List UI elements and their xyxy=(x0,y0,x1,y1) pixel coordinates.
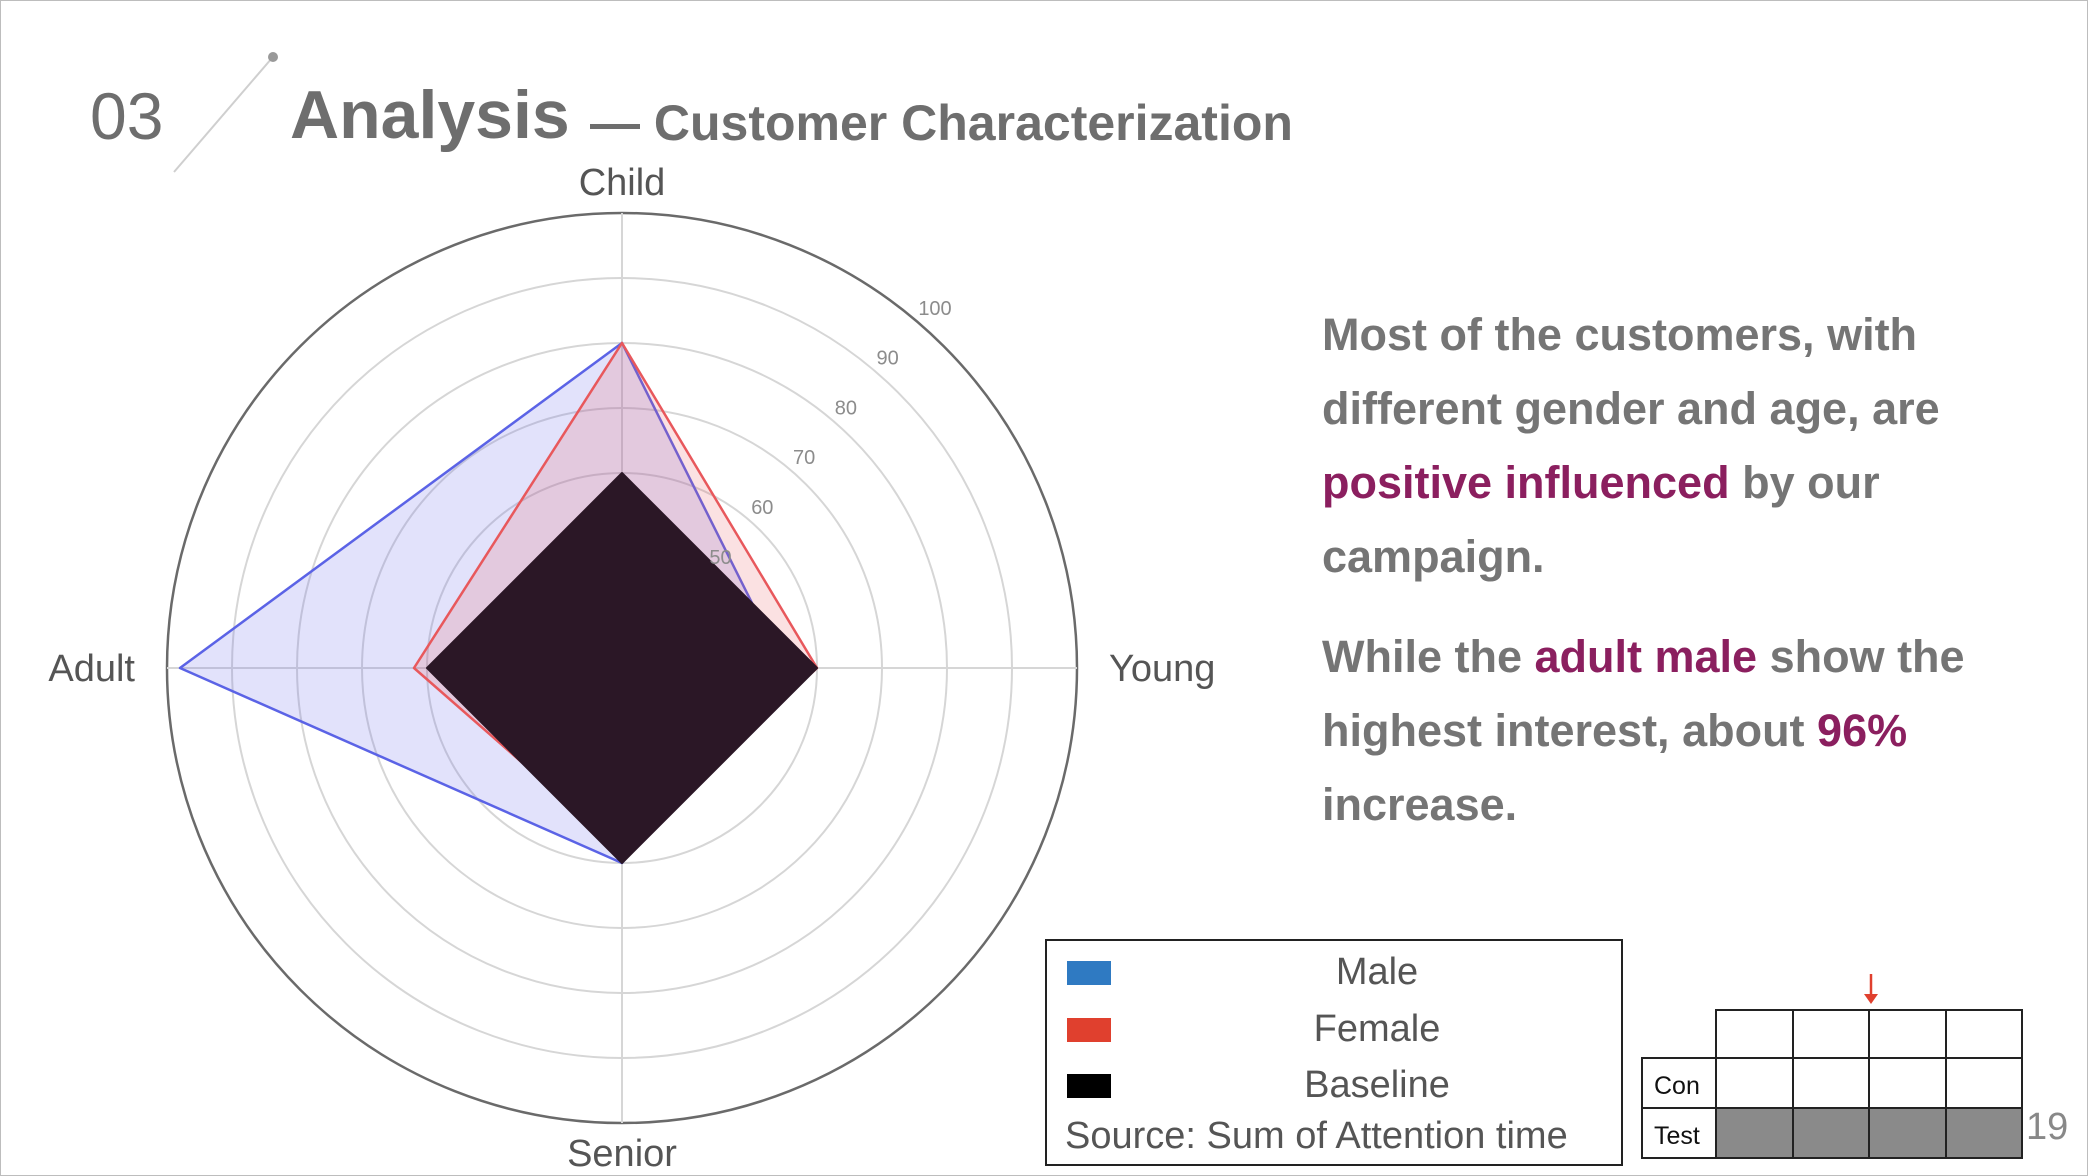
callout-text-1b: by our campaign. xyxy=(1322,457,1880,582)
legend-swatch-male xyxy=(1067,961,1111,985)
callout-paragraph-2: While the adult male show the highest in… xyxy=(1322,620,2042,842)
r-tick-label: 50 xyxy=(709,547,731,569)
callout-text: Most of the customers, with different ge… xyxy=(1322,298,2042,842)
page-number: 19 xyxy=(2026,1106,2069,1148)
callout-text-2c: increase. xyxy=(1322,779,1518,830)
radar-chart: 50 60 70 80 90 100 Child Young Senior Adult xyxy=(48,162,1215,1175)
page-subtitle: — Customer Characterization xyxy=(590,95,1293,151)
slash-decoration xyxy=(173,52,278,173)
r-tick-label: 60 xyxy=(751,497,773,519)
axis-label-young: Young xyxy=(1109,648,1215,690)
legend-item-baseline: Baseline xyxy=(1047,1060,1621,1110)
callout-text-2b: show the highest interest, about xyxy=(1322,631,1965,756)
callout-paragraph-1: Most of the customers, with different ge… xyxy=(1322,298,2042,594)
mini-row-test: Test xyxy=(1654,1122,1700,1150)
legend-label-male: Male xyxy=(1335,951,1419,993)
legend-label-female: Female xyxy=(1313,1008,1441,1050)
legend-source: Source: Sum of Attention time xyxy=(1065,1115,1568,1157)
r-tick-label: 90 xyxy=(877,348,899,370)
axis-label-child: Child xyxy=(579,162,666,204)
mini-row-con: Con xyxy=(1654,1072,1700,1100)
callout-text-1a: Most of the customers, with different ge… xyxy=(1322,309,1940,434)
radar-r-ticks: 50 60 70 80 90 100 xyxy=(709,298,951,569)
axis-label-adult: Adult xyxy=(48,648,135,690)
radar-axis-labels: Child Young Senior Adult xyxy=(48,162,1215,1175)
callout-highlight-positive: positive influenced xyxy=(1322,457,1730,508)
page-title: Analysis xyxy=(290,77,570,153)
r-tick-label: 70 xyxy=(793,447,815,469)
legend-swatch-female xyxy=(1067,1018,1111,1042)
r-tick-label: 100 xyxy=(918,298,951,320)
radar-series xyxy=(178,341,819,865)
section-number: 03 xyxy=(90,79,164,153)
chart-legend: Male Female Baseline Source: Sum of Atte… xyxy=(1045,939,1623,1166)
legend-item-female: Female xyxy=(1047,1004,1621,1054)
axis-label-senior: Senior xyxy=(567,1133,677,1175)
r-tick-label: 80 xyxy=(835,397,857,419)
mini-experiment-table: Con Test xyxy=(1641,974,2023,1159)
legend-label-baseline: Baseline xyxy=(1304,1064,1450,1106)
radar-series-baseline xyxy=(426,472,818,864)
callout-highlight-adult-male: adult male xyxy=(1534,631,1758,682)
legend-item-male: Male xyxy=(1047,947,1621,997)
callout-text-2a: While the xyxy=(1322,631,1535,682)
callout-highlight-percent: 96% xyxy=(1817,705,1908,756)
legend-swatch-baseline xyxy=(1067,1074,1111,1098)
